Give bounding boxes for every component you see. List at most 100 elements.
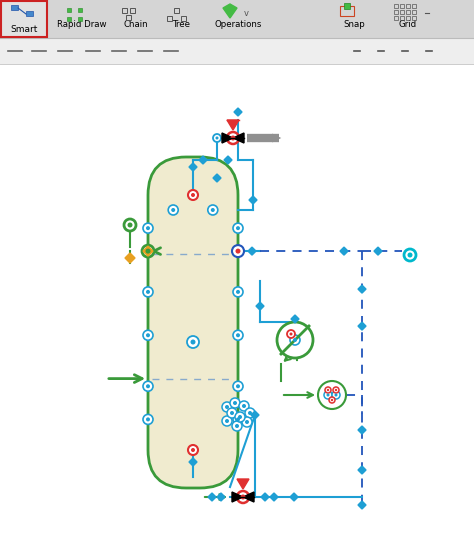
Bar bbox=[412, 16, 416, 20]
Polygon shape bbox=[358, 285, 366, 293]
Text: Grid: Grid bbox=[399, 20, 417, 28]
Bar bbox=[412, 4, 416, 8]
Circle shape bbox=[222, 402, 232, 412]
Circle shape bbox=[143, 382, 153, 391]
Polygon shape bbox=[222, 133, 233, 143]
Circle shape bbox=[237, 491, 249, 503]
Bar bbox=[122, 8, 127, 13]
Circle shape bbox=[124, 219, 136, 231]
Circle shape bbox=[233, 382, 243, 391]
Circle shape bbox=[248, 411, 252, 415]
Bar bbox=[0, 38, 474, 64]
FancyBboxPatch shape bbox=[148, 157, 238, 488]
Circle shape bbox=[233, 401, 237, 405]
Bar bbox=[412, 10, 416, 14]
Circle shape bbox=[242, 404, 246, 408]
Circle shape bbox=[293, 338, 297, 342]
Polygon shape bbox=[232, 492, 243, 502]
Circle shape bbox=[325, 387, 331, 393]
Circle shape bbox=[236, 290, 240, 294]
Polygon shape bbox=[291, 315, 299, 323]
Circle shape bbox=[146, 333, 150, 337]
Polygon shape bbox=[261, 493, 269, 501]
Bar bbox=[78, 8, 82, 12]
Circle shape bbox=[331, 399, 333, 401]
Circle shape bbox=[238, 415, 242, 419]
Bar bbox=[406, 10, 410, 14]
Circle shape bbox=[335, 393, 337, 397]
Circle shape bbox=[233, 330, 243, 340]
Bar bbox=[1, 1, 47, 37]
Polygon shape bbox=[208, 493, 216, 501]
Polygon shape bbox=[270, 493, 278, 501]
Polygon shape bbox=[224, 156, 232, 164]
Circle shape bbox=[213, 134, 221, 142]
Polygon shape bbox=[358, 426, 366, 434]
Polygon shape bbox=[189, 163, 197, 171]
Circle shape bbox=[225, 419, 229, 423]
Polygon shape bbox=[199, 156, 207, 164]
Circle shape bbox=[188, 190, 198, 200]
Text: v: v bbox=[244, 9, 248, 17]
Circle shape bbox=[408, 252, 412, 257]
Circle shape bbox=[277, 322, 313, 358]
Polygon shape bbox=[213, 174, 221, 182]
Bar bbox=[26, 11, 33, 16]
Circle shape bbox=[225, 405, 229, 409]
Circle shape bbox=[245, 408, 255, 418]
Polygon shape bbox=[223, 4, 237, 18]
Circle shape bbox=[143, 287, 153, 297]
Polygon shape bbox=[256, 302, 264, 310]
Circle shape bbox=[143, 414, 153, 425]
Circle shape bbox=[216, 136, 219, 140]
Circle shape bbox=[230, 398, 240, 408]
Circle shape bbox=[171, 208, 175, 212]
Text: Tree: Tree bbox=[173, 20, 191, 28]
Circle shape bbox=[143, 330, 153, 340]
Bar bbox=[406, 16, 410, 20]
Circle shape bbox=[211, 208, 215, 212]
Circle shape bbox=[208, 205, 218, 215]
Circle shape bbox=[168, 205, 178, 215]
Text: Smart: Smart bbox=[10, 25, 38, 33]
Circle shape bbox=[236, 249, 240, 253]
Bar bbox=[11, 5, 18, 10]
Circle shape bbox=[235, 412, 245, 422]
Text: Operations: Operations bbox=[214, 20, 262, 28]
Bar bbox=[130, 8, 135, 13]
Circle shape bbox=[236, 333, 240, 337]
Polygon shape bbox=[217, 493, 225, 501]
Bar bbox=[67, 17, 71, 21]
Circle shape bbox=[327, 393, 329, 397]
Circle shape bbox=[191, 448, 195, 452]
Circle shape bbox=[233, 414, 243, 425]
Polygon shape bbox=[290, 493, 298, 501]
Circle shape bbox=[240, 494, 246, 500]
Circle shape bbox=[191, 193, 195, 197]
Circle shape bbox=[191, 340, 195, 344]
Circle shape bbox=[188, 445, 198, 455]
Polygon shape bbox=[237, 479, 249, 489]
Circle shape bbox=[146, 417, 150, 421]
Circle shape bbox=[146, 226, 150, 230]
Polygon shape bbox=[125, 253, 135, 263]
Circle shape bbox=[142, 245, 154, 257]
Circle shape bbox=[227, 132, 239, 144]
Circle shape bbox=[232, 421, 242, 431]
Circle shape bbox=[143, 223, 153, 233]
Circle shape bbox=[230, 136, 236, 141]
Circle shape bbox=[333, 387, 339, 393]
Bar bbox=[400, 10, 404, 14]
Polygon shape bbox=[358, 501, 366, 509]
Circle shape bbox=[232, 245, 244, 257]
Polygon shape bbox=[358, 466, 366, 474]
Circle shape bbox=[242, 417, 252, 427]
Bar bbox=[400, 16, 404, 20]
Polygon shape bbox=[143, 246, 153, 256]
Circle shape bbox=[187, 336, 199, 348]
Polygon shape bbox=[374, 247, 382, 255]
Polygon shape bbox=[249, 196, 257, 204]
Circle shape bbox=[227, 408, 237, 418]
Polygon shape bbox=[358, 322, 366, 330]
Circle shape bbox=[245, 420, 249, 424]
